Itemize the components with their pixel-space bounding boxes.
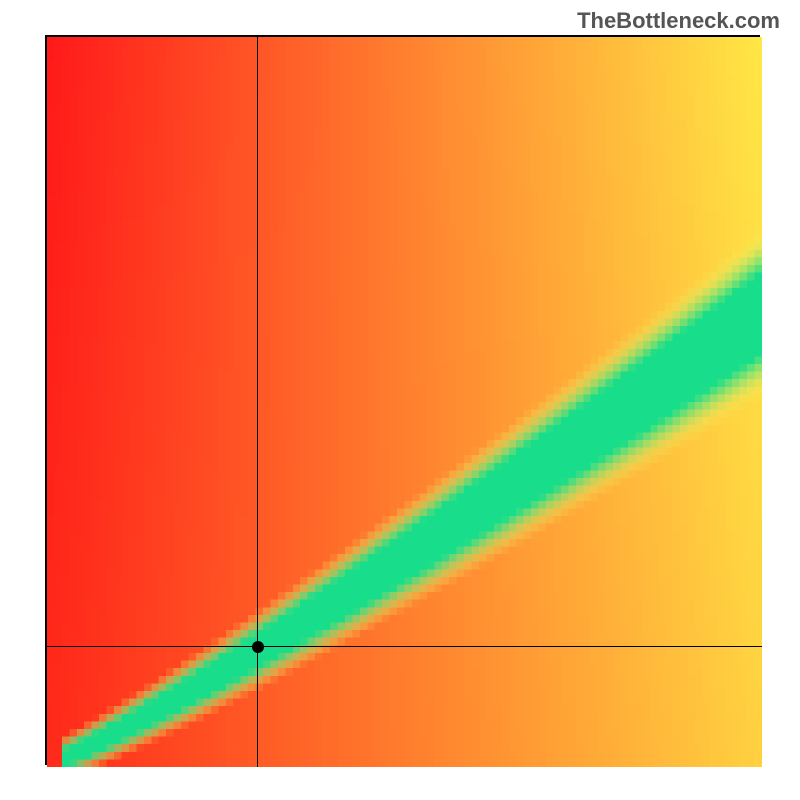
heatmap-plot-area <box>45 35 760 765</box>
crosshair-vertical-line <box>257 37 258 767</box>
watermark-text: TheBottleneck.com <box>577 8 780 34</box>
heatmap-canvas <box>47 37 762 767</box>
intersection-marker <box>252 641 264 653</box>
crosshair-horizontal-line <box>47 646 762 647</box>
chart-container: TheBottleneck.com <box>0 0 800 800</box>
